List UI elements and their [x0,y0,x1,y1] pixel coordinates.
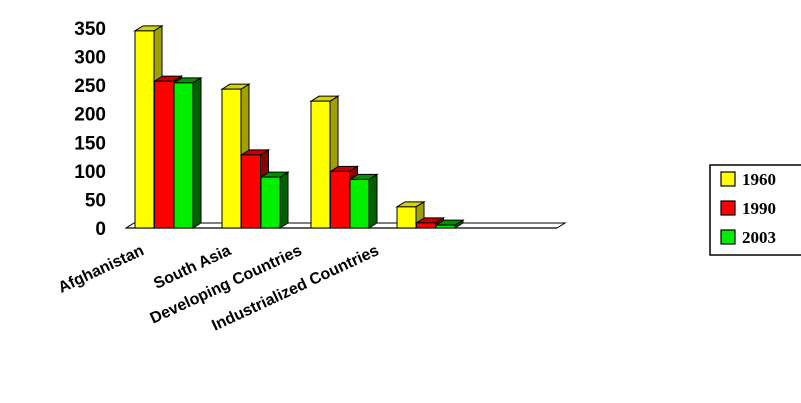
legend-swatch-2003 [720,229,736,245]
legend-label-2003: 2003 [742,228,776,247]
y-tick-label: 100 [74,162,106,183]
y-tick-label: 150 [74,133,106,154]
x-category-label: Afghanistan [56,242,147,296]
bar-2003-1 [259,171,290,229]
y-tick-label: 200 [74,105,106,126]
bars [133,24,465,229]
legend-label-1960: 1960 [742,170,776,189]
y-tick-label: 0 [95,219,106,240]
bar-2003-3 [434,219,465,229]
legend-swatch-1990 [720,200,736,216]
y-tick-label: 50 [85,190,106,211]
legend-swatch-1960 [720,171,736,187]
y-tick-label: 300 [74,48,106,69]
y-tick-label: 250 [74,76,106,97]
y-axis: 0 50 100 150 200 250 300 350 [74,19,106,240]
bar-2003-2 [348,173,379,229]
legend: 1960 1990 2003 [709,164,801,256]
bar-2003-0 [172,76,203,229]
legend-label-1990: 1990 [742,199,776,218]
y-tick-label: 350 [74,19,106,40]
